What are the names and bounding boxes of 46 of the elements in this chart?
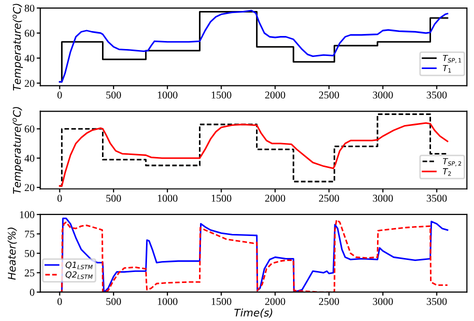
x-tick-label: 0	[57, 298, 62, 305]
y-tick-label: 50	[24, 250, 34, 258]
x-tick-label: 1500	[212, 298, 232, 305]
x-tick-label: 1000	[158, 194, 178, 202]
x-tick-label: 500	[106, 194, 121, 202]
x-tick-label: 500	[106, 92, 121, 99]
x-tick-label: 3500	[426, 194, 447, 202]
x-tick-label: 3000	[372, 298, 393, 305]
legend-label: Q2$_{LSTM}$	[66, 271, 93, 279]
y-tick-label: 40	[24, 54, 34, 62]
x-tick-label: 2000	[265, 298, 286, 305]
y-tick-label: 20	[24, 80, 34, 87]
y-tick-label: 20	[24, 184, 34, 192]
x-tick-label: 3000	[372, 194, 393, 202]
y-tick-label: 60	[24, 30, 34, 37]
x-tick-label: 3000	[372, 92, 393, 99]
legend-label: Q1$_{LSTM}$	[66, 262, 93, 270]
x-tick-label: 1000	[158, 298, 178, 305]
x-tick-label: 2000	[265, 194, 286, 202]
series-label: T$_{SP,2}$	[442, 158, 462, 166]
legend-label: T$_{1}$	[442, 65, 451, 73]
x-tick-label: 2000	[265, 92, 286, 99]
x-tick-label: 1500	[212, 194, 232, 202]
y-axis-title: Heater(%)	[8, 228, 17, 280]
y-axis-title: Temperature($^{o}$C)	[12, 107, 23, 194]
x-tick-label: 500	[106, 298, 121, 305]
x-tick-label: 1500	[212, 92, 232, 99]
x-tick-label: 1000	[158, 92, 178, 99]
legend-label: T$_{SP,1}$	[442, 54, 462, 64]
x-tick-label: 2500	[319, 92, 340, 99]
y-tick-label: 25	[24, 269, 34, 276]
x-tick-label: 2500	[319, 194, 340, 202]
y-tick-label: 40	[24, 154, 34, 162]
x-tick-label: 0	[57, 92, 62, 99]
y-tick-label: 60	[24, 126, 34, 133]
x-tick-label: 3500	[426, 92, 447, 99]
y-tick-label: 80	[24, 4, 34, 12]
y-tick-label: 100	[20, 211, 34, 218]
y-axis-title: Temperature($^{o}$C)	[12, 4, 23, 91]
x-tick-label: 2500	[319, 298, 340, 305]
y-tick-label: 0	[30, 288, 34, 296]
x-axis-title: Time(s)	[234, 308, 272, 318]
x-tick-label: 3500	[426, 298, 447, 305]
y-tick-label: 75	[25, 230, 34, 238]
legend-label: T$_{2}$	[442, 168, 451, 176]
x-tick-label: 0	[57, 194, 62, 202]
